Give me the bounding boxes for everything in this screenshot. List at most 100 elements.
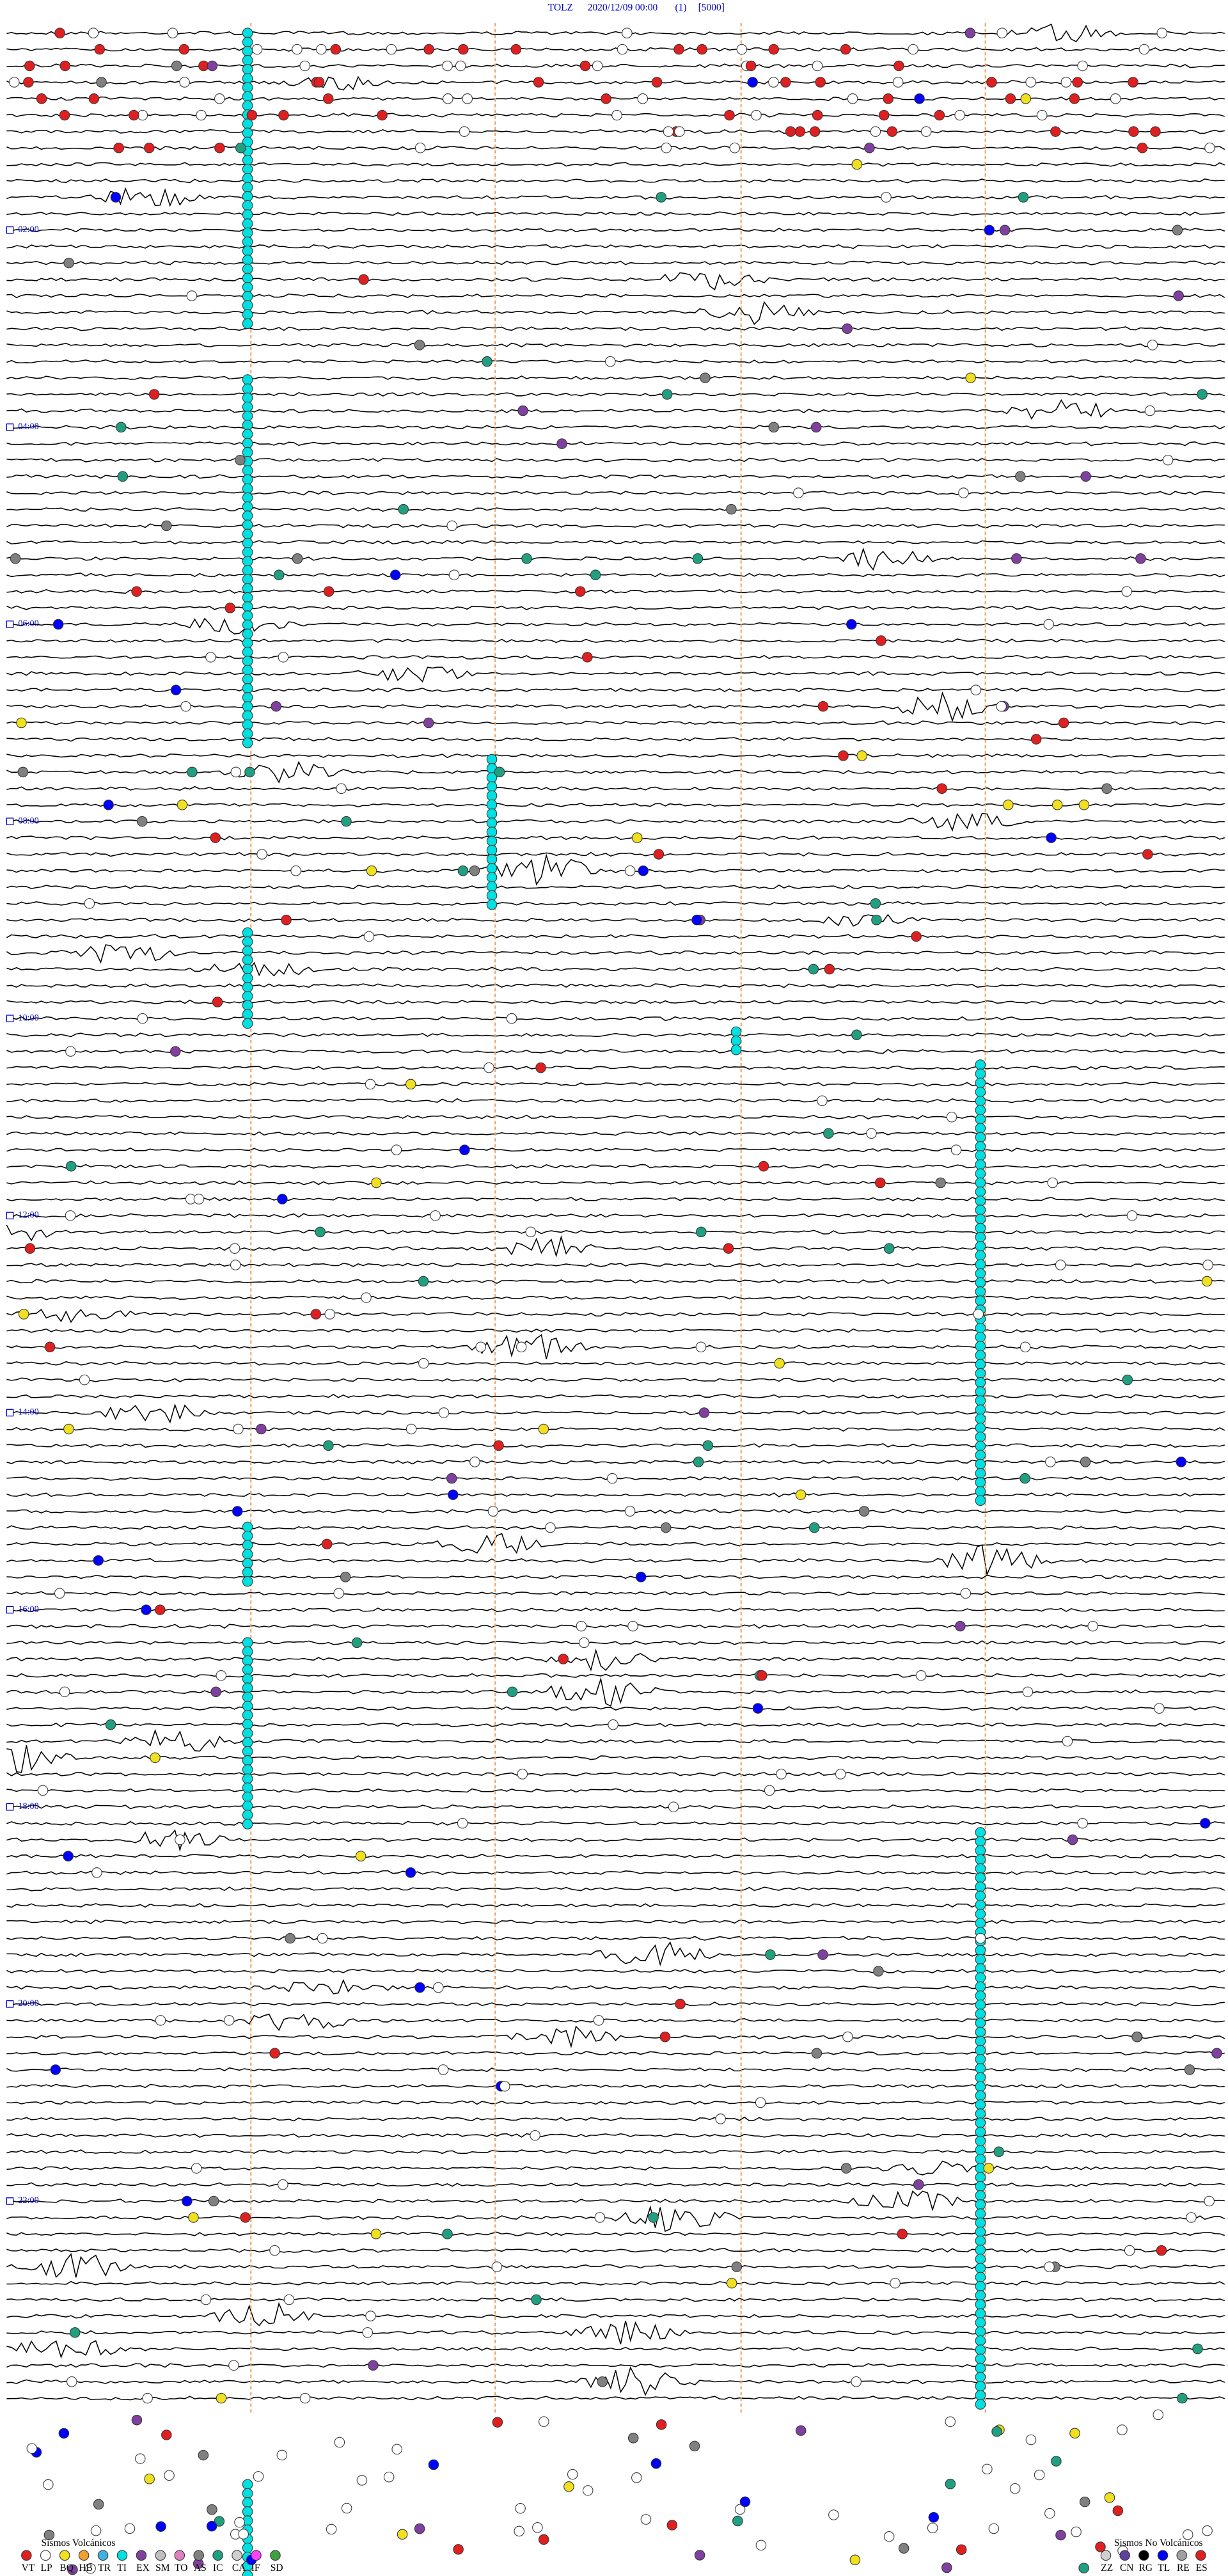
event-marker bbox=[597, 2376, 608, 2387]
event-marker bbox=[1025, 2434, 1037, 2446]
event-marker bbox=[322, 93, 334, 104]
legend-title: Sismos No Volcánicos bbox=[1114, 2538, 1203, 2548]
event-marker bbox=[893, 60, 904, 72]
trace bbox=[6, 2100, 1225, 2105]
event-marker bbox=[726, 2277, 737, 2289]
event-marker bbox=[1079, 2496, 1090, 2508]
event-marker bbox=[696, 1226, 707, 1238]
trace bbox=[6, 375, 1225, 381]
event-marker bbox=[975, 1441, 986, 1451]
event-marker bbox=[494, 766, 505, 778]
event-marker bbox=[94, 43, 106, 55]
event-marker bbox=[144, 2474, 155, 2485]
event-marker bbox=[1087, 1620, 1098, 1632]
event-marker bbox=[975, 1086, 986, 1098]
event-marker bbox=[975, 1286, 986, 1297]
event-marker bbox=[475, 1341, 486, 1353]
event-marker bbox=[24, 1243, 36, 1254]
event-marker bbox=[975, 2326, 986, 2337]
event-marker bbox=[1201, 1276, 1213, 1287]
event-marker bbox=[242, 1810, 253, 1821]
trace bbox=[6, 2116, 1225, 2122]
trace bbox=[6, 901, 1225, 906]
trace bbox=[6, 1197, 1225, 1202]
trace bbox=[6, 1443, 1225, 1448]
event-marker bbox=[65, 1210, 76, 1221]
event-marker bbox=[732, 2515, 743, 2527]
event-marker bbox=[666, 2520, 678, 2531]
event-marker bbox=[648, 2212, 659, 2223]
event-marker bbox=[242, 54, 253, 66]
event-marker bbox=[177, 800, 188, 810]
event-marker bbox=[1202, 1260, 1213, 1270]
event-marker bbox=[731, 2261, 743, 2272]
event-marker bbox=[1067, 1834, 1078, 1845]
event-marker bbox=[486, 890, 498, 901]
event-marker bbox=[975, 2344, 986, 2355]
trace bbox=[6, 1065, 1225, 1071]
legend-label: TI bbox=[117, 2563, 127, 2573]
event-marker bbox=[975, 2263, 986, 2273]
event-marker bbox=[242, 383, 253, 394]
trace bbox=[6, 2067, 1225, 2073]
legend-marker bbox=[116, 2550, 128, 2561]
event-marker bbox=[457, 865, 469, 876]
event-marker bbox=[242, 738, 253, 748]
event-marker bbox=[730, 1035, 742, 1047]
event-marker bbox=[1204, 2195, 1215, 2207]
event-marker bbox=[205, 652, 216, 663]
trace bbox=[6, 1673, 1225, 1679]
event-marker bbox=[242, 1737, 253, 1748]
event-marker bbox=[487, 1506, 499, 1517]
event-marker bbox=[242, 963, 253, 975]
event-marker bbox=[214, 93, 225, 104]
event-marker bbox=[242, 991, 253, 1002]
event-marker bbox=[448, 569, 460, 581]
event-marker bbox=[242, 1755, 253, 1766]
event-marker bbox=[16, 717, 27, 729]
event-marker bbox=[878, 109, 890, 121]
event-marker bbox=[785, 126, 796, 137]
event-marker bbox=[1055, 1260, 1066, 1270]
trace bbox=[6, 983, 1225, 988]
event-marker bbox=[1184, 2064, 1195, 2075]
trace bbox=[6, 1016, 1225, 1022]
event-marker bbox=[167, 28, 178, 38]
event-marker bbox=[486, 853, 498, 865]
event-marker bbox=[235, 142, 246, 154]
event-marker bbox=[1192, 2343, 1203, 2355]
trace bbox=[6, 441, 1225, 446]
event-marker bbox=[1044, 2261, 1055, 2272]
event-marker bbox=[482, 356, 492, 367]
event-marker bbox=[137, 1013, 148, 1024]
event-marker bbox=[437, 2064, 449, 2075]
event-marker bbox=[851, 1029, 862, 1041]
trace bbox=[6, 260, 1225, 265]
event-marker bbox=[23, 77, 34, 88]
event-marker bbox=[876, 635, 886, 646]
event-marker bbox=[607, 1473, 618, 1484]
event-marker bbox=[911, 931, 922, 942]
event-marker bbox=[242, 100, 253, 111]
event-marker bbox=[110, 192, 122, 203]
event-marker bbox=[1150, 126, 1161, 137]
event-marker bbox=[161, 520, 172, 532]
event-marker bbox=[54, 1588, 65, 1599]
event-marker bbox=[663, 126, 674, 137]
event-marker bbox=[242, 637, 253, 649]
trace bbox=[6, 490, 1225, 496]
event-marker bbox=[1176, 1457, 1187, 1467]
trace bbox=[6, 573, 1225, 578]
trace bbox=[6, 1361, 1225, 1366]
event-marker bbox=[242, 1800, 253, 1812]
event-marker bbox=[486, 899, 498, 910]
event-marker bbox=[975, 2208, 986, 2219]
event-marker bbox=[242, 255, 253, 265]
event-marker bbox=[113, 142, 124, 154]
legend-label: HB bbox=[79, 2563, 93, 2573]
event-marker bbox=[975, 1250, 986, 1261]
event-marker bbox=[1080, 471, 1091, 482]
event-marker bbox=[675, 1998, 686, 2010]
trace bbox=[6, 1492, 1225, 1497]
event-marker bbox=[9, 77, 20, 88]
